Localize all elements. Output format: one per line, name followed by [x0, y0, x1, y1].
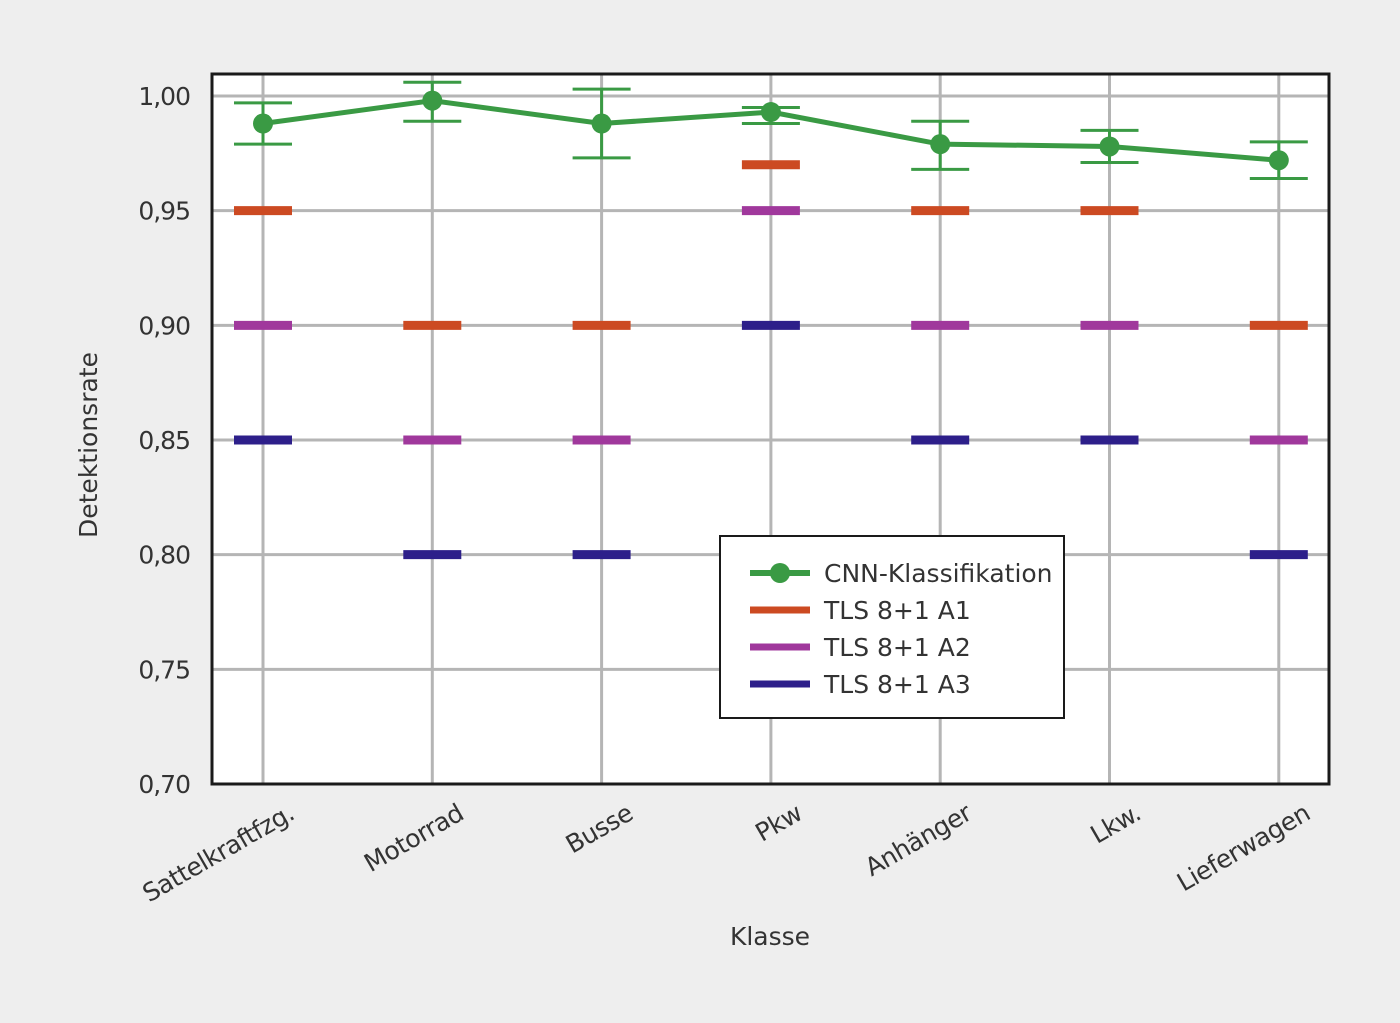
x-tick-label: Lieferwagen	[1172, 798, 1315, 897]
legend-swatch-point	[770, 563, 790, 583]
y-axis-ticks: 1,00 0,95 0,90 0,85 0,80 0,75 0,70	[138, 82, 191, 799]
plot-frame	[210, 72, 1331, 786]
cnn-series	[234, 80, 1308, 181]
x-tick-label: Lkw.	[1086, 798, 1146, 849]
legend: CNN-Klassifikation TLS 8+1 A1 TLS 8+1 A2 TL…	[719, 535, 1065, 719]
cnn-point	[930, 134, 951, 155]
y-tick-label: 0,85	[138, 426, 190, 455]
cnn-point	[1099, 136, 1120, 157]
x-tick-label: Pkw	[750, 798, 807, 847]
cnn-point	[422, 90, 443, 111]
legend-label: CNN-Klassifikation	[824, 559, 1053, 588]
cnn-point	[253, 113, 273, 134]
legend-label: TLS 8+1 A1	[823, 596, 971, 625]
legend-label: TLS 8+1 A2	[823, 633, 971, 662]
cnn-point	[1268, 150, 1289, 171]
y-axis-title: Detektionsrate	[74, 352, 103, 538]
y-tick-label: 0,70	[138, 770, 190, 799]
x-axis-title: Klasse	[730, 922, 810, 951]
x-tick-label: Motorrad	[359, 798, 468, 878]
y-tick-label: 0,75	[138, 655, 190, 684]
legend-label: TLS 8+1 A3	[823, 670, 971, 699]
x-axis-ticks: Sattelkraftfzg. Motorrad Busse Pkw Anhänger L…	[138, 797, 1315, 908]
cnn-point	[760, 102, 781, 123]
x-tick-label: Sattelkraftfzg.	[138, 798, 299, 908]
y-tick-label: 0,95	[138, 197, 190, 226]
x-tick-label: Anhänger	[860, 797, 977, 881]
cnn-point	[591, 113, 612, 134]
y-tick-label: 1,00	[138, 82, 190, 111]
tls-markers	[234, 160, 1308, 560]
y-tick-label: 0,90	[138, 311, 190, 340]
y-tick-label: 0,80	[138, 541, 190, 570]
x-tick-label: Busse	[561, 798, 638, 859]
